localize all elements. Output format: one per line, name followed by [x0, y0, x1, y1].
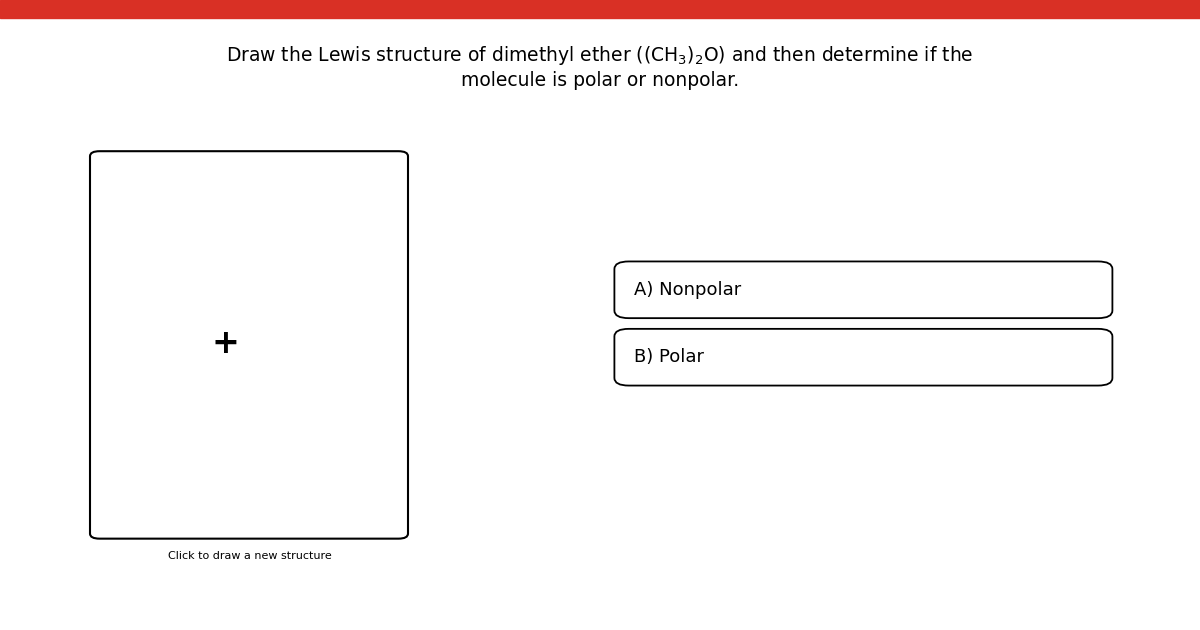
FancyBboxPatch shape [90, 151, 408, 539]
Text: Click to draw a new structure: Click to draw a new structure [168, 551, 331, 561]
FancyBboxPatch shape [614, 261, 1112, 318]
Text: molecule is polar or nonpolar.: molecule is polar or nonpolar. [461, 71, 739, 90]
Text: +: + [211, 327, 240, 360]
Bar [0, 0, 1200, 18]
Text: Draw the Lewis structure of dimethyl ether ((CH$_3$)$_2$O) and then determine if: Draw the Lewis structure of dimethyl eth… [227, 44, 973, 67]
FancyBboxPatch shape [614, 329, 1112, 386]
Text: A) Nonpolar: A) Nonpolar [634, 281, 740, 299]
Text: B) Polar: B) Polar [634, 348, 703, 366]
